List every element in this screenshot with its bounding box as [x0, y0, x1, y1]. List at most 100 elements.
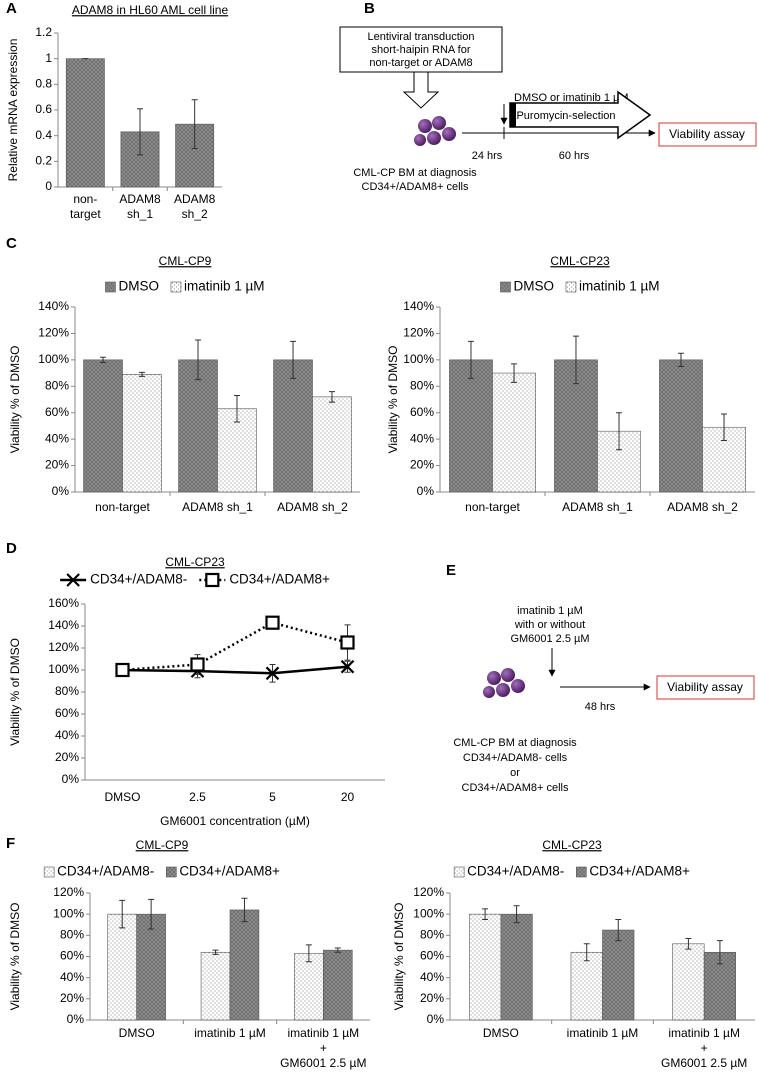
x-tick-label: 5	[269, 790, 276, 804]
error-bar	[119, 899, 126, 929]
x-tick-label: ADAM8 sh_1	[119, 192, 161, 221]
line	[122, 621, 348, 672]
panel-label: E	[446, 562, 456, 579]
error-bar	[334, 947, 341, 953]
legend-label: CD34+/ADAM8+	[229, 572, 330, 587]
x-tick-label-box: ADAM8 sh_2	[174, 192, 215, 221]
y-axis-label: Viability % of DMSO	[386, 346, 400, 454]
y-tick-label: 120%	[403, 326, 434, 340]
legend: DMSO imatinib 1 µM	[500, 279, 660, 294]
error-bar	[212, 949, 219, 955]
diagram-e: imatinib 1 µM with or without GM6001 2.5…	[453, 605, 755, 794]
x-tick-label-box: 2.5	[189, 790, 206, 804]
y-tick-label: 60%	[45, 405, 69, 419]
y-tick-label: 60%	[55, 706, 79, 720]
panel-label: F	[6, 835, 15, 852]
cell	[487, 671, 501, 685]
y-tick-label: 1.2	[35, 25, 52, 39]
treatment-text: with or without	[514, 619, 585, 631]
marker	[66, 573, 80, 587]
y-tick-label: 100%	[403, 352, 434, 366]
cell	[483, 686, 495, 698]
y-tick-label: 140%	[38, 299, 69, 313]
chart-title: CML-CP23	[165, 555, 225, 569]
error-bar	[233, 395, 240, 423]
x-tick-label: 20	[340, 790, 355, 804]
error-bar	[716, 940, 723, 965]
bar	[200, 951, 231, 1021]
y-tick-label: 0	[45, 179, 52, 193]
panel-label: D	[6, 540, 17, 557]
error-bar-shape	[467, 340, 474, 379]
error-bar-shape	[583, 943, 590, 962]
bar	[83, 359, 123, 493]
legend-item: CD34+/ADAM8+	[166, 864, 280, 879]
y-tick-label: 140%	[403, 299, 434, 313]
legend-label: imatinib 1 µM	[579, 279, 660, 294]
selection-text: Puromycin-selection	[516, 110, 615, 122]
error-bar	[511, 363, 518, 383]
y-tick-label: 80%	[410, 378, 434, 392]
x-tick-label-box: DMSO	[482, 1026, 519, 1040]
cell	[501, 668, 515, 682]
y-tick-label: 80%	[420, 928, 444, 942]
legend-swatch	[500, 281, 511, 293]
marker	[265, 615, 280, 630]
x-tick-label: non-target	[69, 192, 101, 221]
error-bar	[241, 897, 248, 923]
error-bar	[615, 918, 622, 942]
x-tick-label: imatinib 1 µM	[566, 1026, 639, 1040]
error-bar-shape	[685, 938, 692, 950]
x-tick-label-box: imatinib 1 µM + GM6001 2.5 µM	[280, 1026, 366, 1070]
marker	[115, 662, 130, 678]
time-text: 60 hrs	[559, 150, 590, 162]
x-tick-label: ADAM8 sh_1	[182, 500, 253, 514]
y-tick-label: 40%	[55, 728, 79, 742]
y-tick-label: 60%	[60, 949, 84, 963]
error-bar-shape	[482, 908, 489, 920]
assay-box	[658, 122, 757, 147]
panel-label: A	[6, 0, 17, 17]
error-bar	[616, 412, 623, 451]
marker-shape	[340, 659, 355, 674]
legend-label: CD34+/ADAM8+	[589, 864, 690, 879]
x-tick-label-box: non-target	[465, 500, 520, 514]
error-bar	[137, 108, 143, 156]
y-tick-label: 0%	[427, 1012, 445, 1026]
bar	[217, 408, 257, 493]
error-bar	[100, 356, 107, 363]
treatment-text: imatinib 1 µM	[517, 605, 583, 617]
y-tick-label: 0.8	[35, 77, 52, 91]
error-bar-shape	[137, 108, 143, 156]
y-tick-label: 40%	[410, 431, 434, 445]
cell	[418, 119, 432, 133]
marker-shape	[265, 666, 280, 681]
legend-label: imatinib 1 µM	[184, 279, 265, 294]
chart-title: CML-CP23	[542, 838, 602, 852]
panel-label: B	[364, 0, 375, 17]
error-bar-shape	[119, 899, 126, 929]
arrow-bar	[510, 103, 516, 127]
marker	[265, 666, 280, 681]
hollow-arrow	[509, 90, 652, 140]
cell	[427, 131, 441, 145]
x-tick-label: imatinib 1 µM + GM6001 2.5 µM	[661, 1026, 748, 1070]
error-bar	[328, 391, 335, 403]
legend-label: CD34+/ADAM8+	[179, 864, 280, 879]
legend-swatch	[453, 866, 465, 878]
box-text: non-target or ADAM8	[369, 57, 472, 69]
chart: CML-CP23 Viability % of DMSO 0% 20% 40% 60% 80…	[386, 254, 755, 514]
y-tick-label: 0%	[62, 772, 80, 786]
hollow-arrow	[402, 71, 440, 109]
x-tick-label: DMSO	[482, 1026, 519, 1040]
error-bar-shape	[138, 371, 145, 377]
legend-swatch	[105, 281, 116, 293]
error-bar-shape	[305, 944, 312, 963]
diagram-b: Lentiviral transduction short-haipin RNA…	[339, 26, 757, 193]
legend: DMSO imatinib 1 µM	[105, 279, 265, 294]
y-tick-label: 0%	[52, 484, 70, 498]
bar	[122, 374, 162, 493]
y-tick-label: 160%	[48, 596, 79, 610]
error-bar	[677, 352, 684, 367]
error-bar	[513, 905, 520, 924]
